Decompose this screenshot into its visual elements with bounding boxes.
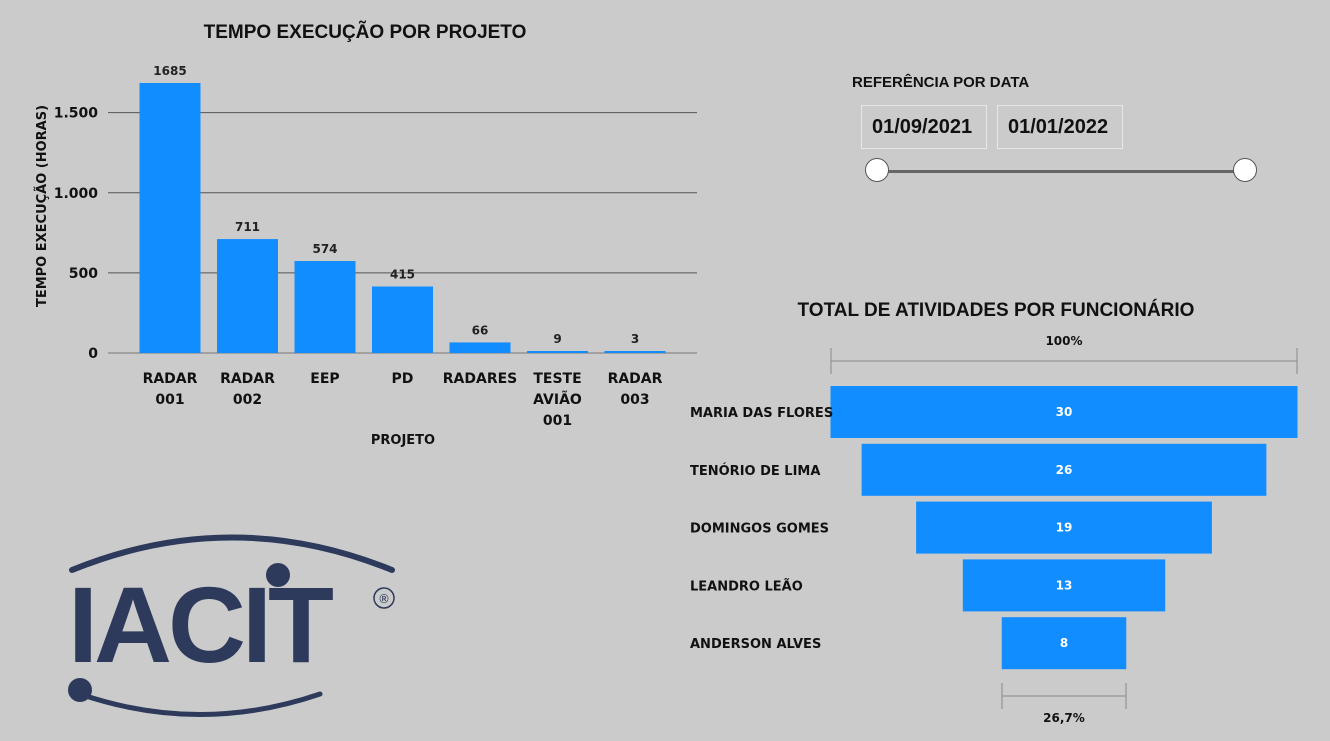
funnel-bottom-percent: 26,7% — [1043, 711, 1085, 725]
funnel-bar[interactable] — [962, 559, 1166, 612]
bar-chart-data-labels: 1685 711 574 415 66 9 3 — [153, 64, 639, 346]
bar[interactable] — [372, 286, 433, 353]
funnel-top-percent-bracket — [830, 348, 1298, 374]
bar-data-label: 711 — [235, 220, 260, 234]
slider-start-handle[interactable] — [865, 158, 889, 182]
end-date-input[interactable]: 01/01/2022 — [997, 105, 1123, 149]
date-range-slicer: REFERÊNCIA POR DATA 01/09/2021 01/01/202… — [852, 74, 1272, 194]
registered-mark: ® — [378, 592, 390, 606]
x-category-label: RADAR 002 — [220, 371, 275, 408]
x-category-label: RADARES — [443, 371, 518, 387]
funnel-category-label: LEANDRO LEÃO — [690, 578, 803, 594]
slicer-title: REFERÊNCIA POR DATA — [852, 74, 1030, 91]
bar[interactable] — [139, 83, 201, 353]
funnel-category-label: ANDERSON ALVES — [690, 637, 821, 652]
funnel-top-percent: 100% — [1045, 334, 1082, 348]
funnel-bar[interactable] — [1001, 617, 1127, 670]
y-tick-label: 1.000 — [54, 186, 99, 202]
iacit-logo: IACIT ® — [68, 534, 395, 717]
funnel-bar[interactable] — [861, 443, 1267, 496]
x-category-label: EEP — [310, 371, 339, 387]
bar[interactable] — [527, 351, 588, 353]
logo-text: IACIT — [68, 564, 333, 685]
date-slider-track[interactable] — [877, 170, 1245, 173]
bar-data-label: 415 — [390, 268, 415, 282]
start-date-input[interactable]: 01/09/2021 — [861, 105, 987, 149]
funnel-bar[interactable] — [916, 501, 1212, 554]
bar-chart: TEMPO EXECUÇÃO POR PROJETO 0 500 1.000 1.50… — [34, 21, 697, 448]
y-axis-title: TEMPO EXECUÇÃO (HORAS) — [34, 105, 50, 307]
slider-end-handle[interactable] — [1233, 158, 1257, 182]
y-tick-label: 0 — [88, 346, 98, 362]
funnel-value-label: 26 — [1056, 463, 1073, 477]
funnel-category-label: TENÓRIO DE LIMA — [690, 463, 820, 479]
bar-data-label: 574 — [312, 242, 337, 256]
bar-chart-title: TEMPO EXECUÇÃO POR PROJETO — [204, 21, 527, 43]
x-category-label: TESTE AVIÃO 001 — [533, 371, 582, 429]
funnel-value-label: 19 — [1056, 521, 1073, 535]
funnel-value-label: 30 — [1056, 405, 1073, 419]
bar[interactable] — [604, 351, 666, 353]
bar-chart-y-ticks: 0 500 1.000 1.500 — [54, 106, 99, 362]
bar-chart-category-labels: RADAR 001 RADAR 002 EEP PD RADARES TESTE AVIÃO 00… — [143, 371, 663, 429]
bar[interactable] — [217, 239, 278, 353]
bar-data-label: 3 — [631, 332, 639, 346]
x-category-label: RADAR 003 — [608, 371, 663, 408]
bar-chart-bars — [139, 83, 666, 353]
bar-data-label: 9 — [553, 332, 561, 346]
bar-data-label: 1685 — [153, 64, 186, 78]
funnel-value-label: 8 — [1060, 636, 1068, 650]
funnel-value-label: 13 — [1056, 578, 1073, 592]
logo-graphic: IACIT ® — [68, 534, 395, 717]
funnel-chart-title: TOTAL DE ATIVIDADES POR FUNCIONÁRIO — [798, 299, 1195, 321]
y-tick-label: 500 — [69, 266, 98, 282]
funnel-bar[interactable] — [830, 386, 1298, 438]
funnel-category-label: DOMINGOS GOMES — [690, 522, 829, 537]
bar[interactable] — [294, 261, 356, 353]
bar-data-label: 66 — [472, 323, 489, 337]
bar[interactable] — [449, 342, 511, 353]
x-category-label: PD — [392, 371, 414, 387]
x-category-label: RADAR 001 — [143, 371, 198, 408]
funnel-bottom-percent-bracket — [1001, 683, 1127, 709]
x-axis-title: PROJETO — [371, 433, 435, 448]
y-tick-label: 1.500 — [54, 106, 99, 122]
